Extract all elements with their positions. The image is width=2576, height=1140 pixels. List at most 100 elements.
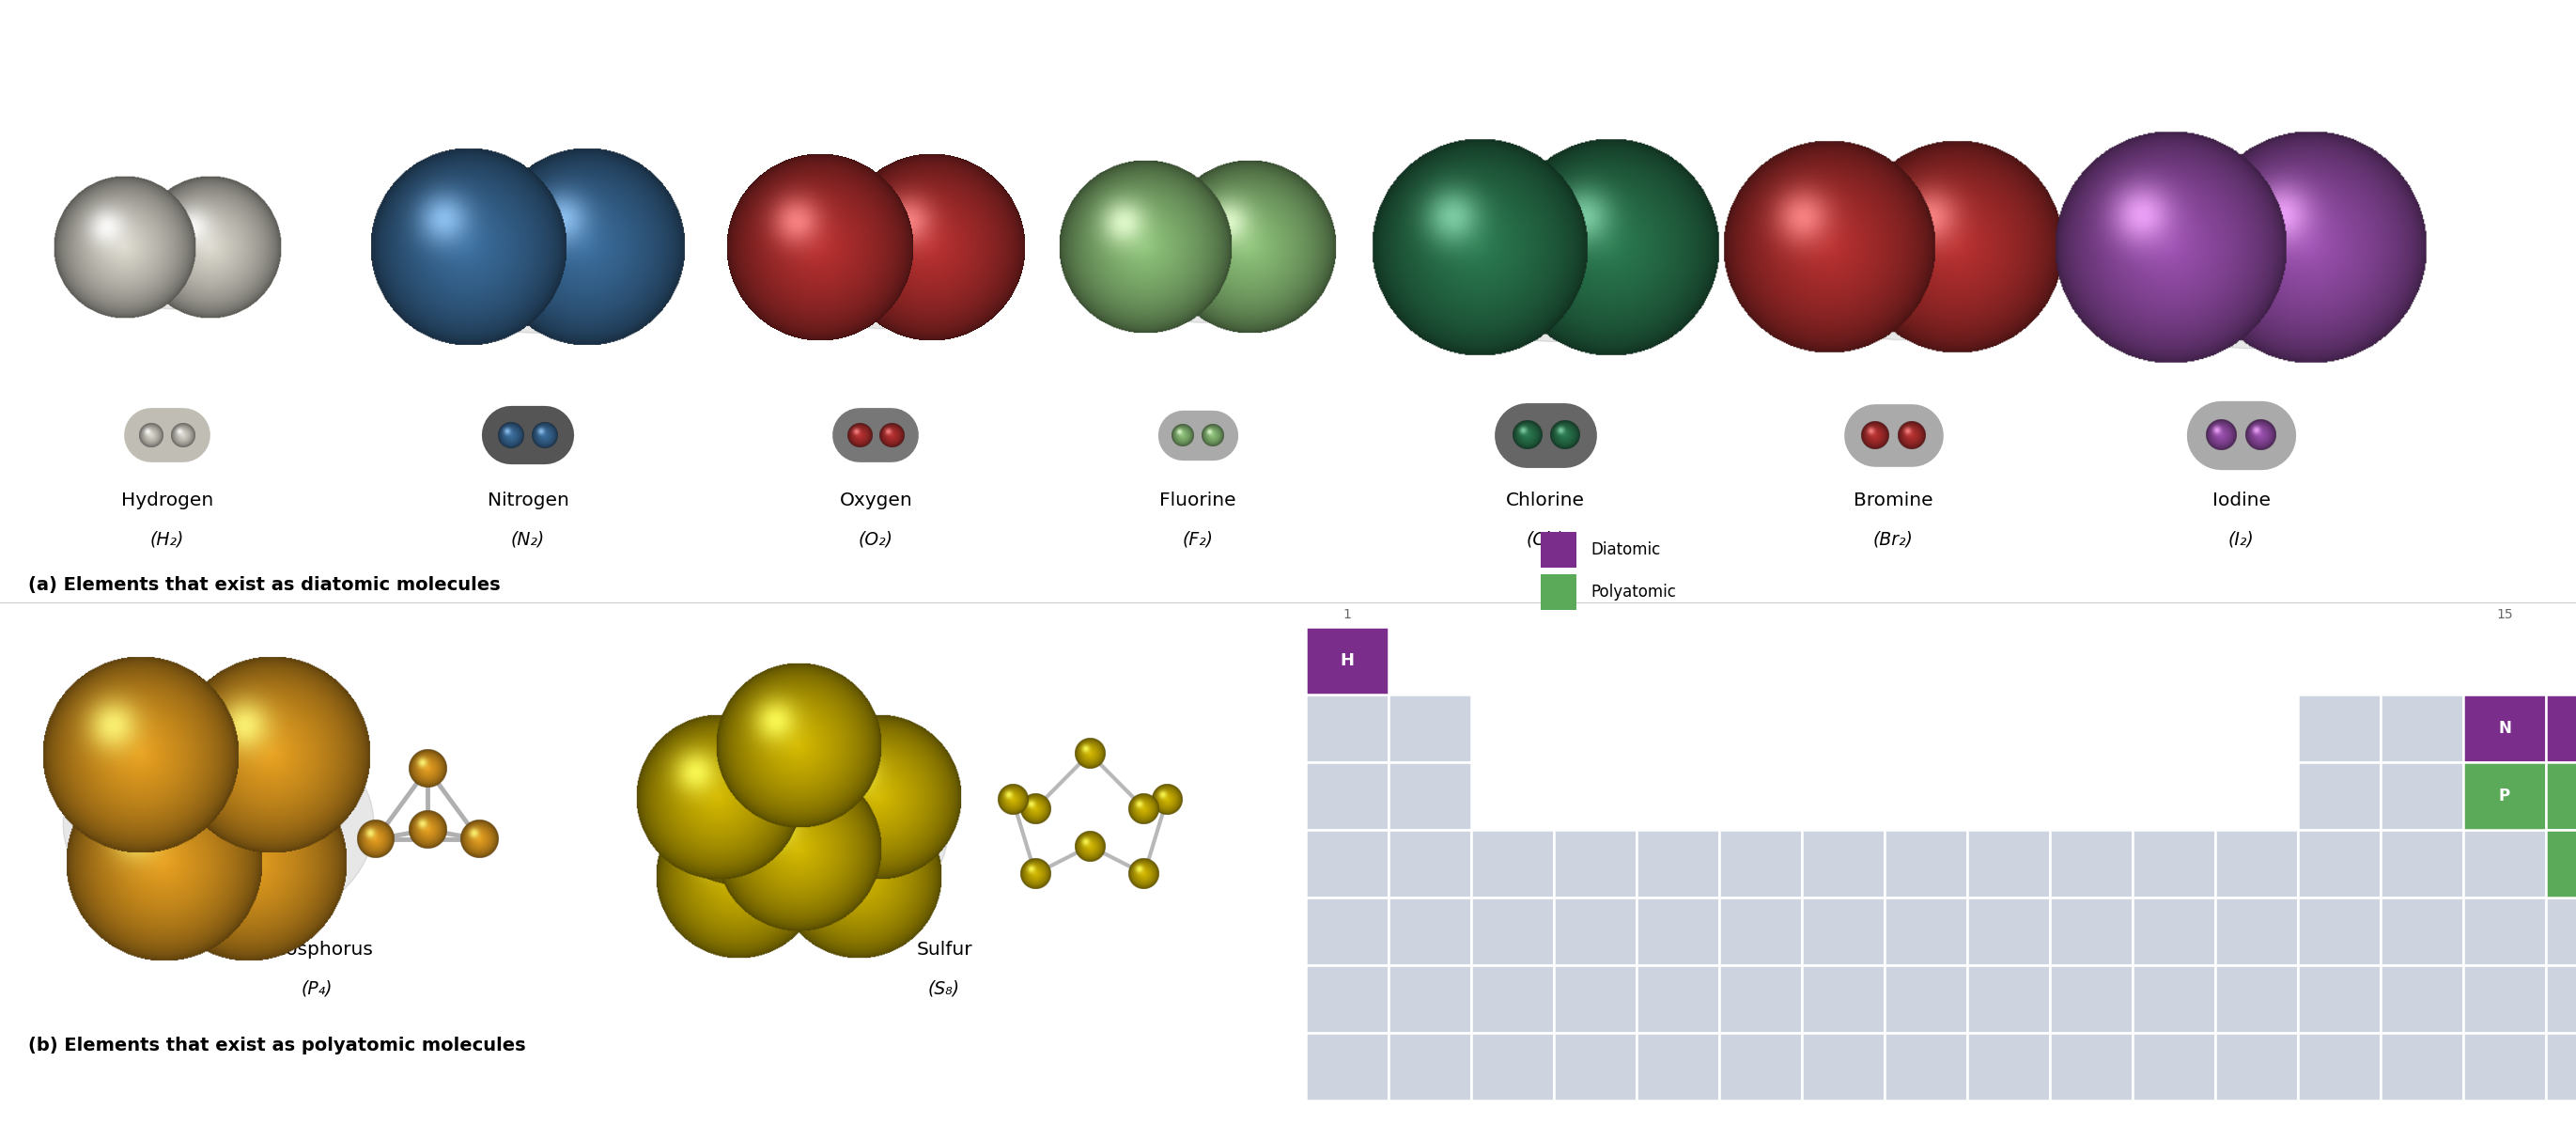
FancyBboxPatch shape <box>2050 897 2133 966</box>
Text: Bromine: Bromine <box>1855 491 1932 510</box>
FancyBboxPatch shape <box>2463 830 2545 897</box>
FancyBboxPatch shape <box>2545 763 2576 830</box>
Ellipse shape <box>1790 180 2014 340</box>
FancyBboxPatch shape <box>2298 763 2380 830</box>
FancyBboxPatch shape <box>1636 1033 1718 1100</box>
FancyBboxPatch shape <box>1471 830 1553 897</box>
Text: Nitrogen: Nitrogen <box>487 491 569 510</box>
FancyBboxPatch shape <box>2545 1033 2576 1100</box>
FancyBboxPatch shape <box>2463 694 2545 763</box>
FancyBboxPatch shape <box>2545 830 2576 897</box>
Ellipse shape <box>64 714 374 935</box>
FancyBboxPatch shape <box>1471 897 1553 966</box>
Ellipse shape <box>670 732 948 931</box>
FancyBboxPatch shape <box>2215 1033 2298 1100</box>
Text: Polyatomic: Polyatomic <box>1589 584 1677 601</box>
FancyBboxPatch shape <box>1886 830 1968 897</box>
FancyBboxPatch shape <box>2133 966 2215 1033</box>
FancyBboxPatch shape <box>2298 897 2380 966</box>
FancyBboxPatch shape <box>1471 1033 1553 1100</box>
FancyBboxPatch shape <box>1553 966 1636 1033</box>
Text: (S₈): (S₈) <box>927 980 961 999</box>
Text: (O₂): (O₂) <box>858 531 894 548</box>
FancyBboxPatch shape <box>1636 830 1718 897</box>
Text: (N₂): (N₂) <box>510 531 546 548</box>
FancyBboxPatch shape <box>2133 830 2215 897</box>
FancyBboxPatch shape <box>2298 1033 2380 1100</box>
Text: (I₂): (I₂) <box>2228 531 2254 548</box>
FancyBboxPatch shape <box>1306 694 1388 763</box>
FancyBboxPatch shape <box>2545 830 2576 897</box>
FancyBboxPatch shape <box>1553 897 1636 966</box>
FancyBboxPatch shape <box>1886 897 1968 966</box>
FancyBboxPatch shape <box>1886 1033 1968 1100</box>
FancyBboxPatch shape <box>2545 694 2576 763</box>
FancyBboxPatch shape <box>1388 830 1471 897</box>
FancyBboxPatch shape <box>1306 627 1388 694</box>
FancyBboxPatch shape <box>2380 1033 2463 1100</box>
FancyBboxPatch shape <box>1388 966 1471 1033</box>
Text: Hydrogen: Hydrogen <box>121 491 214 510</box>
FancyBboxPatch shape <box>1718 966 1801 1033</box>
Ellipse shape <box>2128 173 2372 349</box>
FancyBboxPatch shape <box>2545 694 2576 763</box>
Ellipse shape <box>1440 179 1669 342</box>
FancyBboxPatch shape <box>2215 966 2298 1033</box>
FancyBboxPatch shape <box>1306 763 1388 830</box>
Text: (Cl₂): (Cl₂) <box>1528 531 1564 548</box>
FancyBboxPatch shape <box>1471 966 1553 1033</box>
FancyBboxPatch shape <box>1388 1033 1471 1100</box>
FancyBboxPatch shape <box>2215 830 2298 897</box>
FancyBboxPatch shape <box>1801 966 1886 1033</box>
FancyBboxPatch shape <box>1306 1033 1388 1100</box>
Text: Phosphorus: Phosphorus <box>263 940 374 959</box>
Ellipse shape <box>786 188 981 328</box>
FancyBboxPatch shape <box>1540 575 1577 610</box>
FancyBboxPatch shape <box>2380 694 2463 763</box>
Ellipse shape <box>433 185 639 333</box>
FancyBboxPatch shape <box>2298 966 2380 1033</box>
FancyBboxPatch shape <box>2380 763 2463 830</box>
Text: N: N <box>2499 719 2512 736</box>
FancyBboxPatch shape <box>2050 830 2133 897</box>
FancyBboxPatch shape <box>2380 966 2463 1033</box>
FancyBboxPatch shape <box>1553 1033 1636 1100</box>
FancyBboxPatch shape <box>1540 532 1577 568</box>
Text: (Br₂): (Br₂) <box>1873 531 1914 548</box>
FancyBboxPatch shape <box>2463 1033 2545 1100</box>
FancyBboxPatch shape <box>1306 897 1388 966</box>
FancyBboxPatch shape <box>1553 830 1636 897</box>
FancyBboxPatch shape <box>1718 1033 1801 1100</box>
FancyBboxPatch shape <box>1968 966 2050 1033</box>
FancyBboxPatch shape <box>2545 966 2576 1033</box>
FancyBboxPatch shape <box>2545 763 2576 830</box>
Text: (H₂): (H₂) <box>149 531 185 548</box>
Text: Oxygen: Oxygen <box>840 491 912 510</box>
FancyBboxPatch shape <box>2463 897 2545 966</box>
Text: (P₄): (P₄) <box>301 980 332 999</box>
FancyBboxPatch shape <box>1306 966 1388 1033</box>
FancyBboxPatch shape <box>1388 897 1471 966</box>
FancyBboxPatch shape <box>2133 1033 2215 1100</box>
FancyBboxPatch shape <box>2463 763 2545 830</box>
FancyBboxPatch shape <box>1306 627 1388 694</box>
FancyBboxPatch shape <box>1718 830 1801 897</box>
FancyBboxPatch shape <box>1718 897 1801 966</box>
Text: Iodine: Iodine <box>2213 491 2269 510</box>
FancyBboxPatch shape <box>2050 1033 2133 1100</box>
FancyBboxPatch shape <box>2380 830 2463 897</box>
Text: (b) Elements that exist as polyatomic molecules: (b) Elements that exist as polyatomic mo… <box>28 1036 526 1054</box>
Text: H: H <box>1340 652 1355 669</box>
FancyBboxPatch shape <box>2545 897 2576 966</box>
FancyBboxPatch shape <box>2298 694 2380 763</box>
FancyBboxPatch shape <box>2380 897 2463 966</box>
FancyBboxPatch shape <box>2133 897 2215 966</box>
FancyBboxPatch shape <box>1968 1033 2050 1100</box>
FancyBboxPatch shape <box>2298 830 2380 897</box>
FancyBboxPatch shape <box>1968 897 2050 966</box>
Ellipse shape <box>98 203 247 309</box>
Text: Fluorine: Fluorine <box>1159 491 1236 510</box>
FancyBboxPatch shape <box>1388 763 1471 830</box>
FancyBboxPatch shape <box>1388 694 1471 763</box>
Text: P: P <box>2499 788 2509 805</box>
